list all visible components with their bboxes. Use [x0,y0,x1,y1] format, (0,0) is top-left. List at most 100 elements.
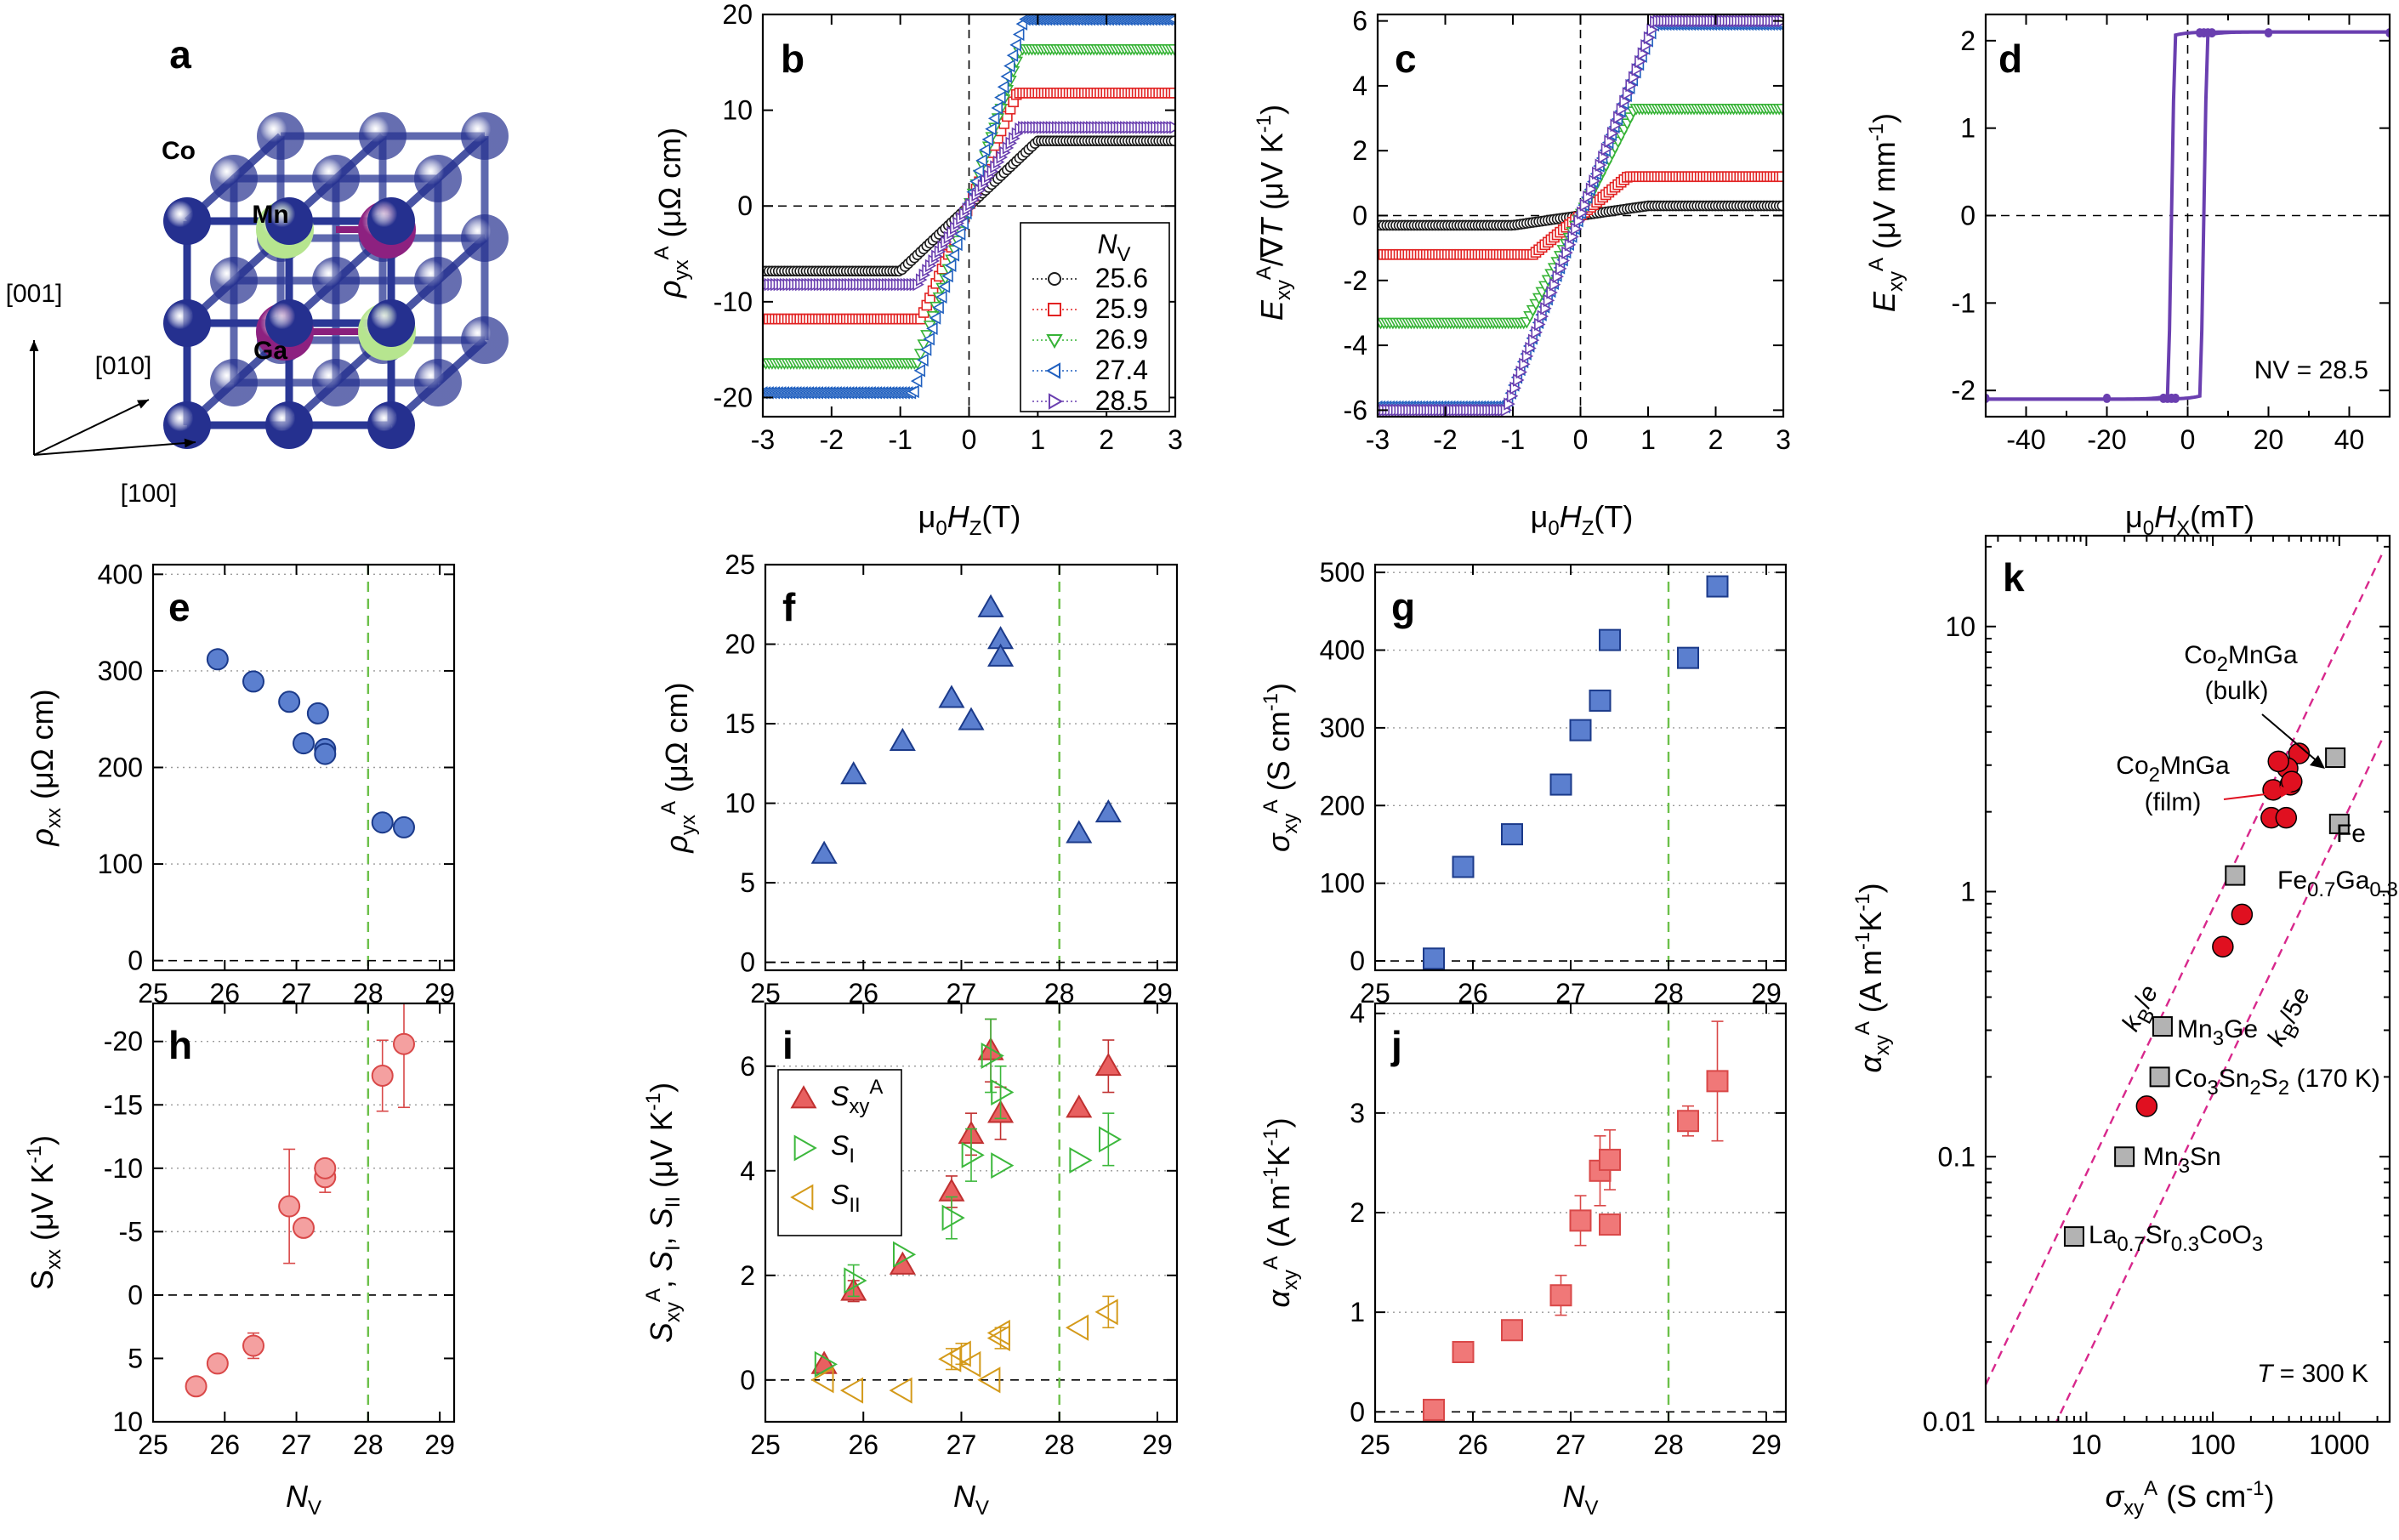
data-point [1501,1319,1523,1342]
data-point [1549,277,1561,292]
data-point [977,1367,1001,1394]
data-point [1006,48,1019,62]
x-axis-title-c: μ0HZ(T) [1531,499,1634,540]
y-tick-label: 0 [1350,1396,1365,1427]
data-point [2328,813,2350,834]
data-point [1167,14,1175,24]
y-axis-title-g: σxyA (S cm-1) [1259,683,1302,852]
series-f [810,594,1122,864]
data-point [1579,198,1592,212]
data-point [1168,88,1175,99]
series-e [206,648,415,838]
co-atom [312,257,360,304]
annotation-k: T = 300 K [2257,1360,2368,1388]
data-point [810,840,838,864]
panel-i: 25 26 27 28 29 0 2 4 6 i SxyA, SI, SII (μV K-1) Sxy… [642,1002,1179,1460]
data-point [1003,59,1015,73]
data-point [2225,865,2246,886]
data-point [1599,1213,1621,1236]
x-tick-label: 26 [848,1429,878,1460]
x-tick-label: -2 [820,424,844,455]
data-point [1631,63,1644,77]
data-point [997,80,1009,94]
y-tick-label: 6 [740,1051,755,1082]
data-point [951,237,963,252]
axis-010-arrow-head [137,400,149,409]
y-tick-label: 300 [1320,713,1365,743]
panel-label-i: i [782,1023,793,1067]
data-point [1606,127,1619,140]
data-point [1452,1341,1475,1363]
y-tick-label: 400 [1320,635,1365,666]
data-point [919,343,932,356]
data-point [1573,214,1586,228]
series-26.9 [1378,104,1783,330]
y-tick-label: 10 [725,788,755,819]
x-tick-label: 10 [2072,1429,2102,1460]
y-tick-label: -5 [119,1216,143,1247]
data-point [953,227,966,241]
data-point [1423,947,1445,970]
data-point [1567,230,1579,244]
y-tick-label: 10 [1945,611,1975,642]
series-h [185,1003,415,1398]
plot-area-k [1986,548,2385,1422]
data-point [938,280,951,293]
series-28.5 [763,121,1175,292]
x-tick-label: 0 [2180,424,2196,455]
x-tick-label: 29 [1751,1429,1782,1460]
data-point [1069,1146,1093,1174]
y-tick-label: -2 [1952,375,1975,406]
data-point [1066,1094,1093,1118]
y-tick-label: -2 [1344,265,1367,296]
data-point [1599,628,1621,651]
series-25.9 [763,88,1175,325]
plot-area-g [1375,565,1786,970]
data-point [1619,94,1631,109]
data-point [987,111,1000,126]
series-SI [814,1018,1123,1378]
y-tick-label: 0 [128,946,143,976]
y-axis-title-i: SxyA, SI, SII (μV K-1) [642,1083,685,1343]
x-tick-label: 1 [1030,424,1045,455]
material-label: Mn3Ge [2177,1015,2258,1050]
data-point [1504,397,1515,411]
data-point [1046,333,1063,349]
data-point [1519,357,1531,371]
plot-area-e [153,565,454,970]
data-point [986,1319,1010,1346]
data-point [978,143,991,157]
plot-area-c [1378,14,1783,417]
material-label: Mn3Sn [2143,1143,2221,1178]
y-tick-label: 0 [1350,946,1365,976]
data-point [1045,362,1061,379]
data-point [790,1085,817,1109]
data-point [185,1375,207,1398]
x-tick-label: 26 [209,1429,240,1460]
co-atom [461,112,509,160]
y-tick-label: 10 [112,1406,143,1437]
legend-frame [1020,222,1170,412]
co-atom [367,299,415,347]
panel-label-f: f [782,585,796,629]
y-tick-label: 2 [1350,1197,1365,1228]
axis-100-label: [100] [121,480,178,508]
x-tick-label: -40 [2006,424,2045,455]
reference-line [2055,734,2385,1422]
data-point [958,707,985,730]
axis-001-label: [001] [6,280,63,308]
y-tick-label: 300 [98,656,143,686]
data-point [1599,1148,1621,1171]
film-arrow-head [2280,786,2293,798]
data-point [1677,1110,1699,1133]
y-tick-label: 200 [1320,790,1365,821]
plot-frame-h [151,1002,456,1424]
data-point [1558,253,1571,268]
panel-h: 25 26 27 28 29 10 5 0 -5 -10 -15 -20 h Sxx (μV K-1) [23,1002,456,1460]
y-axis-title-h: Sxx (μV K-1) [23,1135,65,1290]
data-point [242,670,264,693]
y-tick-label: -6 [1344,395,1367,425]
x-tick-label: 0 [1573,424,1589,455]
data-point [938,685,965,708]
data-point [314,1156,337,1179]
